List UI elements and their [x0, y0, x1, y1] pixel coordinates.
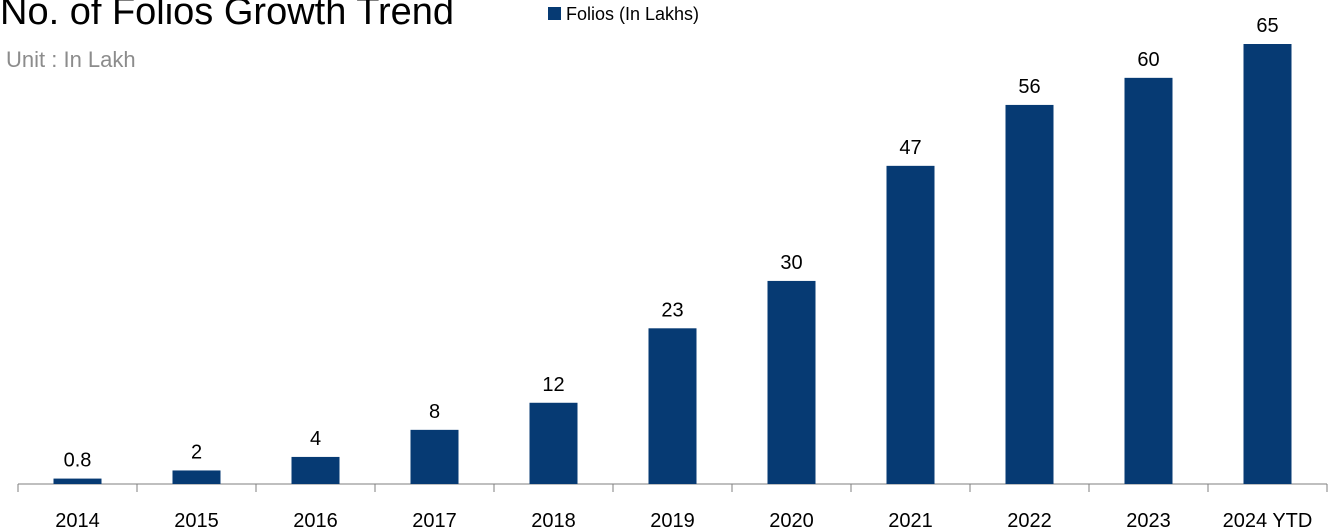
data-label: 30 — [780, 252, 802, 274]
bar — [410, 429, 459, 484]
x-tick-label: 2023 — [1126, 510, 1171, 531]
data-label: 0.8 — [64, 450, 92, 472]
x-tick-label: 2022 — [1007, 510, 1052, 531]
x-tick-label: 2020 — [769, 510, 814, 531]
bar — [1005, 104, 1054, 484]
chart-subtitle: Unit : In Lakh — [6, 47, 136, 72]
x-tick-label: 2018 — [531, 510, 576, 531]
bar — [767, 280, 816, 484]
legend-swatch — [548, 7, 561, 20]
data-label: 23 — [661, 299, 683, 321]
bar — [1124, 77, 1173, 484]
data-label: 47 — [899, 137, 921, 159]
bar — [53, 478, 102, 484]
bar — [886, 165, 935, 484]
data-label: 2 — [191, 441, 202, 463]
data-label: 4 — [310, 428, 321, 450]
x-tick-label: 2021 — [888, 510, 933, 531]
x-tick-label: 2017 — [412, 510, 457, 531]
data-label: 12 — [542, 374, 564, 396]
bar — [529, 402, 578, 484]
x-tick-label: 2015 — [174, 510, 219, 531]
x-tick-label: 2019 — [650, 510, 695, 531]
legend-label: Folios (In Lakhs) — [566, 4, 699, 24]
x-tick-label: 2024 YTD — [1223, 510, 1313, 531]
x-tick-label: 2016 — [293, 510, 338, 531]
x-tick-label: 2014 — [55, 510, 100, 531]
data-label: 56 — [1018, 76, 1040, 98]
data-label: 8 — [429, 401, 440, 423]
bar — [1243, 44, 1292, 484]
chart-title: No. of Folios Growth Trend — [0, 0, 454, 33]
bar — [291, 456, 340, 484]
bar — [648, 328, 697, 484]
data-label: 60 — [1137, 49, 1159, 71]
data-label: 65 — [1256, 15, 1278, 37]
bar — [172, 470, 221, 484]
